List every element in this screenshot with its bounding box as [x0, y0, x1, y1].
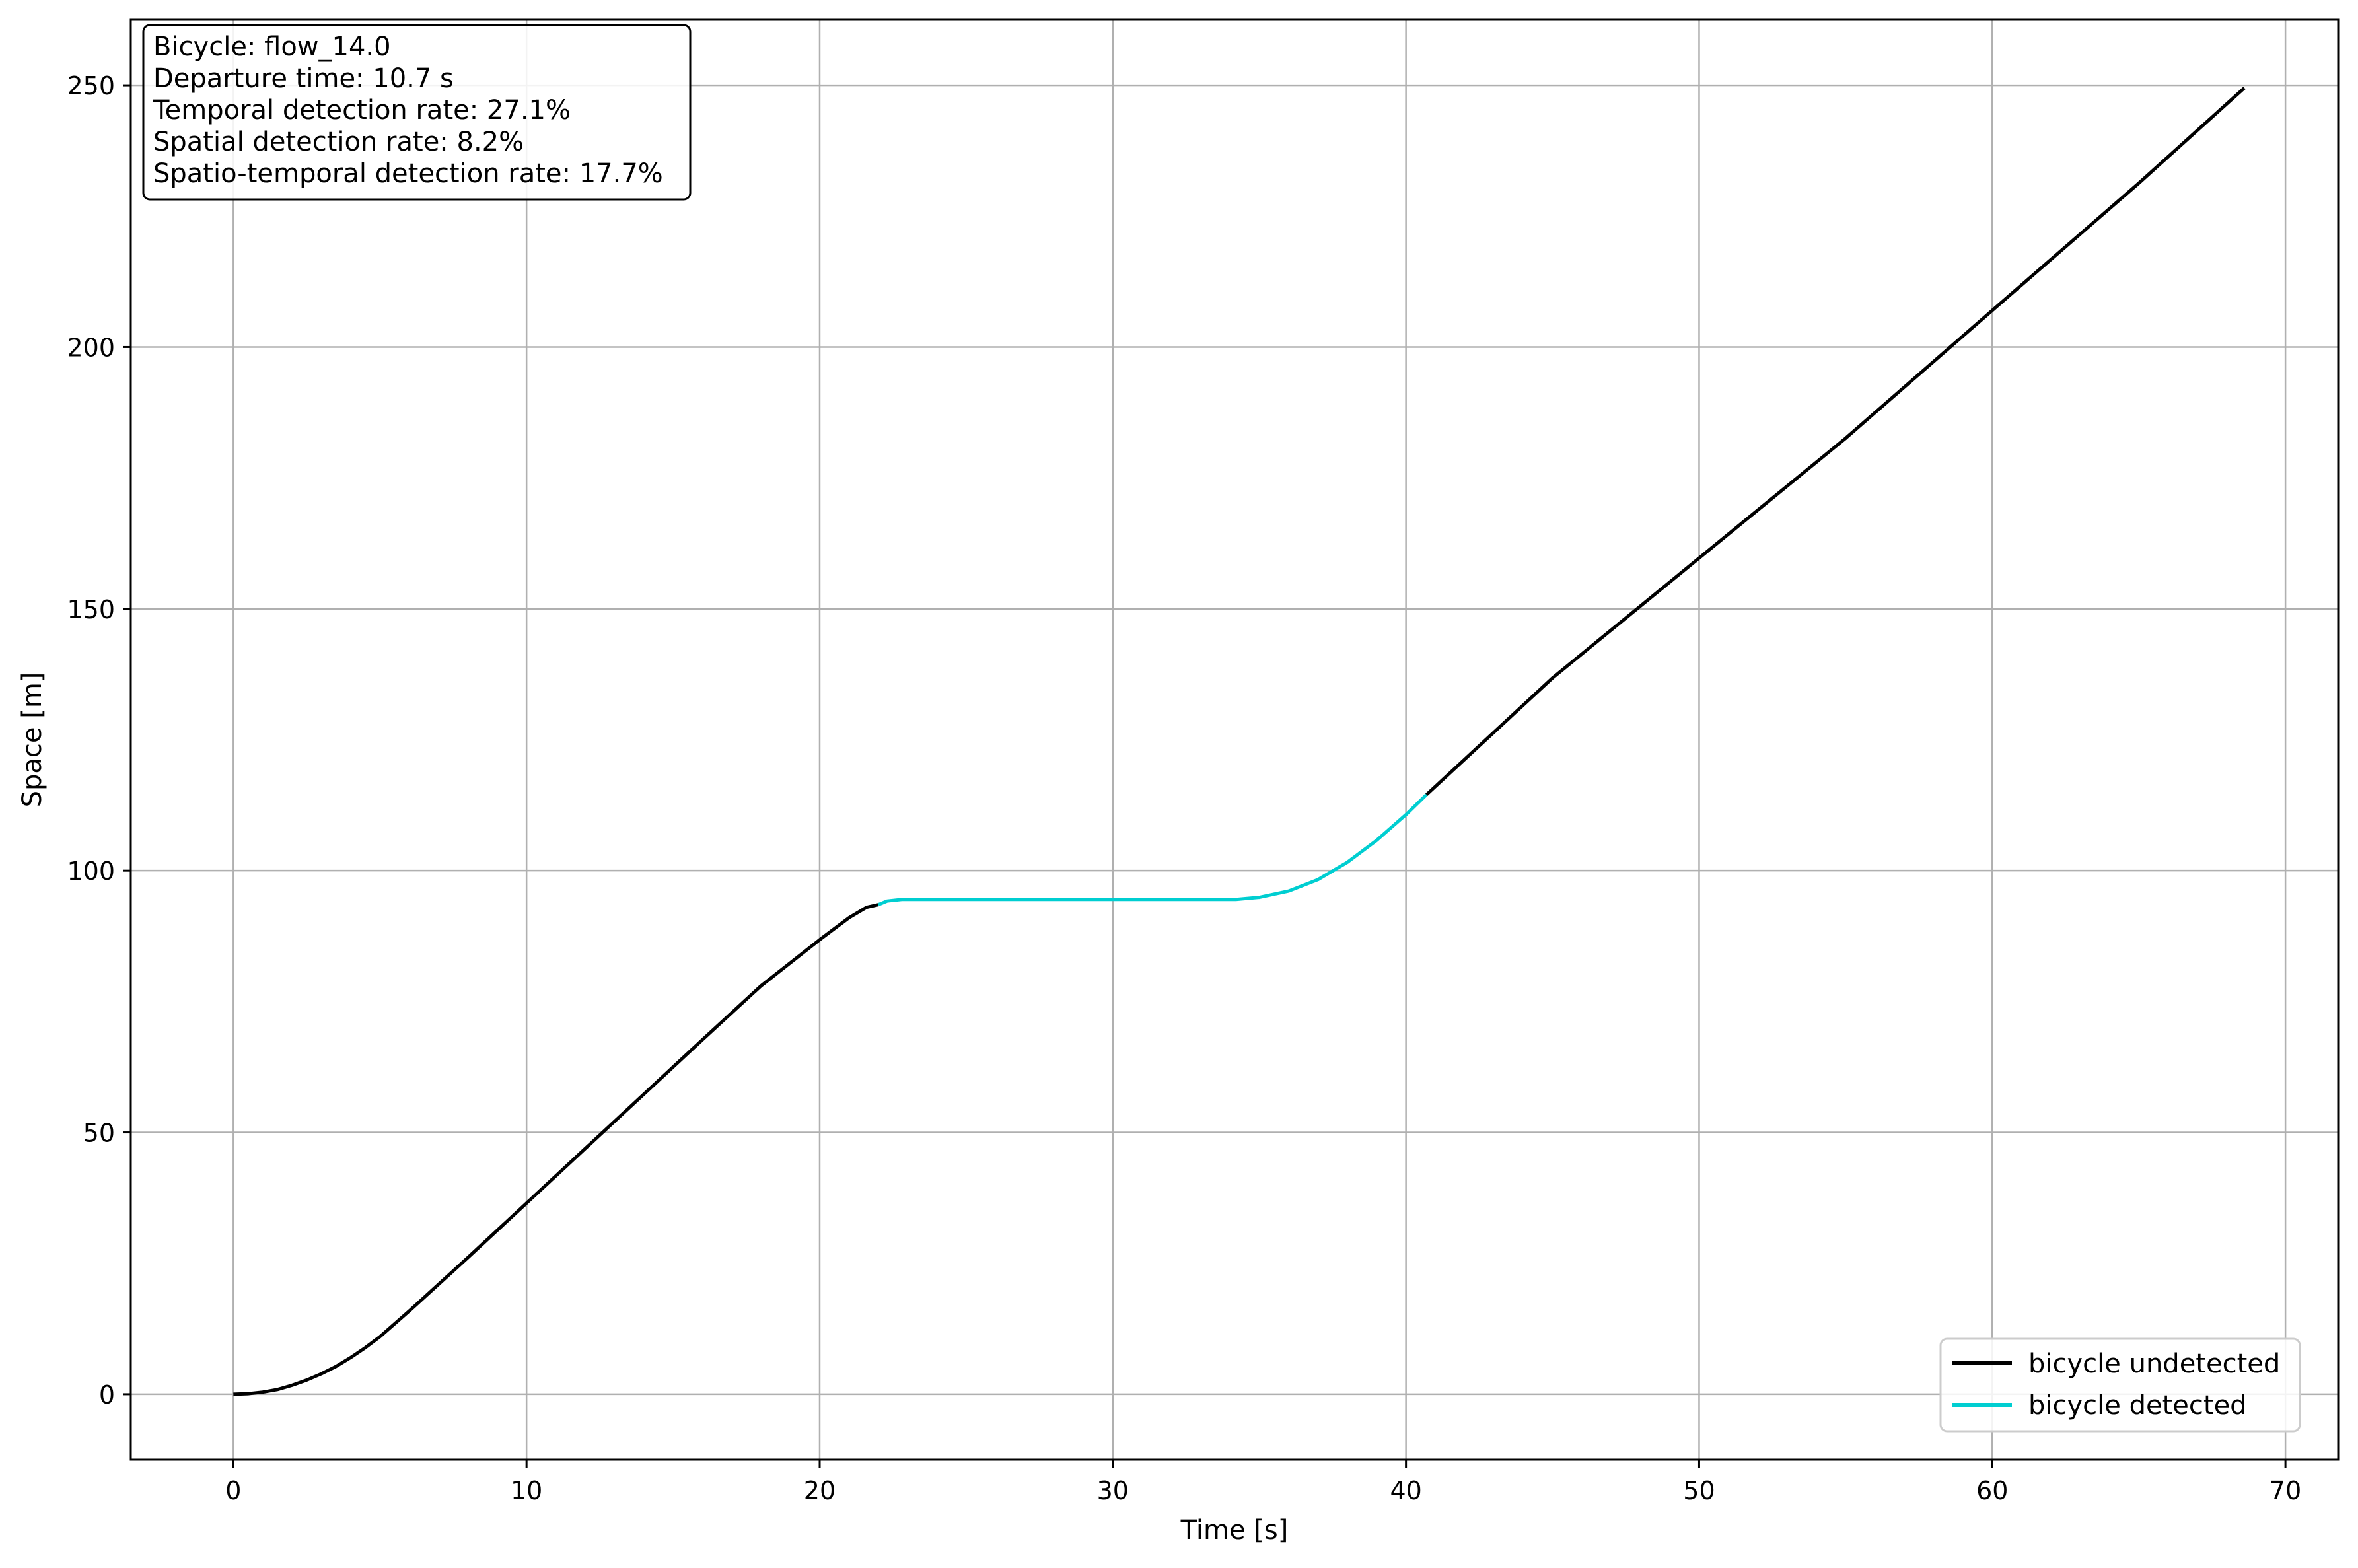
plot-area-frame [129, 18, 2340, 1461]
y-tick-label: 100 [67, 857, 115, 886]
x-tick-label: 10 [511, 1476, 542, 1505]
series-line-detected [877, 793, 1428, 907]
y-tick-label: 50 [83, 1119, 115, 1148]
x-axis-label: Time [s] [1180, 1515, 1289, 1546]
y-tick-label: 200 [67, 333, 115, 362]
y-tick-label: 0 [99, 1380, 115, 1409]
grid [131, 20, 2338, 1460]
info-box: Bicycle: flow_14.0 Departure time: 10.7 … [142, 24, 692, 201]
y-axis-label: Space [m] [17, 672, 48, 808]
series-line-undetected [1425, 87, 2246, 797]
legend: bicycle undetected bicycle detected [1939, 1337, 2301, 1433]
info-box-frame [142, 24, 692, 201]
info-line-departure-time: Departure time: 10.7 s [153, 63, 454, 94]
series-line-undetected [233, 903, 879, 1396]
legend-label-undetected: bicycle undetected [2028, 1349, 2280, 1379]
x-tick-label: 40 [1390, 1476, 1421, 1505]
legend-label-detected: bicycle detected [2028, 1390, 2247, 1421]
x-tick-label: 20 [804, 1476, 836, 1505]
info-line-spatial-rate: Spatial detection rate: 8.2% [153, 127, 524, 157]
y-tick-label: 150 [67, 595, 115, 624]
x-tick-label: 30 [1097, 1476, 1129, 1505]
legend-frame [1939, 1337, 2301, 1433]
y-tick-label: 250 [67, 71, 115, 100]
x-tick-label: 60 [1976, 1476, 2008, 1505]
series-lines [233, 87, 2246, 1396]
info-line-bicycle: Bicycle: flow_14.0 [153, 32, 391, 62]
x-tick-label: 0 [225, 1476, 241, 1505]
x-tick-label: 70 [2269, 1476, 2301, 1505]
x-tick-label: 50 [1683, 1476, 1715, 1505]
axis-ticks: 0 10 20 30 40 50 60 70 0 50 100 150 200 250 [67, 71, 2301, 1505]
info-line-spatiotemporal-rate: Spatio-temporal detection rate: 17.7% [153, 159, 663, 189]
info-line-temporal-rate: Temporal detection rate: 27.1% [153, 95, 571, 125]
